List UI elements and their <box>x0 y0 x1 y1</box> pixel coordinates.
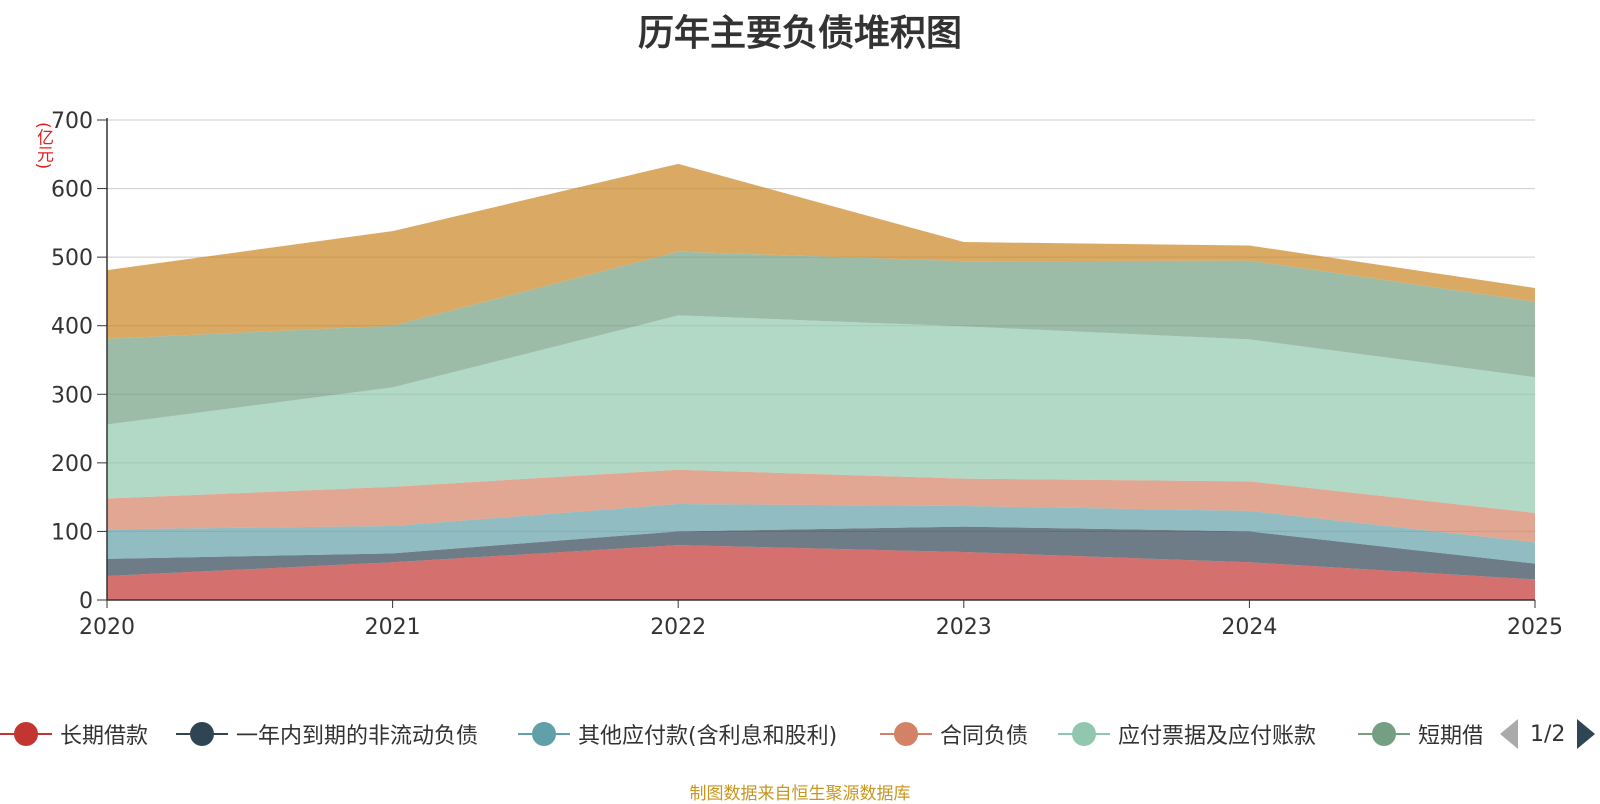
legend-label: 短期借款 <box>1418 724 1482 749</box>
y-tick-label: 500 <box>51 246 93 271</box>
legend-label: 长期借款 <box>60 724 149 749</box>
legend-label: 一年内到期的非流动负债 <box>236 724 479 749</box>
y-tick-label: 600 <box>51 178 93 203</box>
y-axis-unit-label: (亿元) <box>33 122 53 170</box>
y-tick-label: 100 <box>51 520 93 545</box>
chart-plot: 0 100 200 300 400 500 600 700 2020 2021 2022 2023 20… <box>51 109 1563 640</box>
x-tick-label: 2020 <box>79 615 135 640</box>
x-tick-label: 2021 <box>365 615 421 640</box>
legend-marker-icon <box>1358 716 1410 752</box>
legend-items: 长期借款 一年内到期的非流动负债 其他应付款(含利息和股利) 合同负债 应付票据及应付账… <box>0 716 1482 752</box>
legend-marker-icon <box>880 716 932 752</box>
legend-label: 合同负债 <box>940 724 1029 749</box>
area-series-6 <box>107 163 1535 339</box>
legend-page-indicator: 1/2 <box>1530 721 1566 747</box>
area-series-3 <box>107 469 1535 543</box>
legend-marker-icon <box>518 716 570 752</box>
legend-next-page-icon[interactable] <box>1577 719 1596 749</box>
chart-title: 历年主要负债堆积图 <box>637 13 962 54</box>
legend-item[interactable]: 长期借款 <box>0 716 148 752</box>
legend-item[interactable]: 应付票据及应付账款 <box>1058 716 1316 752</box>
legend-pager: 1/2 <box>1500 716 1596 752</box>
y-tick-label: 300 <box>51 383 93 408</box>
x-tick-label: 2022 <box>650 615 706 640</box>
source-note: 制图数据来自恒生聚源数据库 <box>689 784 911 804</box>
area-series-4 <box>107 315 1535 513</box>
legend-item[interactable]: 一年内到期的非流动负债 <box>176 716 478 752</box>
legend-label: 其他应付款(含利息和股利) <box>578 724 838 749</box>
legend-item[interactable]: 其他应付款(含利息和股利) <box>518 716 837 752</box>
x-tick-label: 2023 <box>936 615 992 640</box>
area-series-1 <box>107 526 1535 580</box>
legend-prev-page-icon[interactable] <box>1500 719 1518 749</box>
y-tick-label: 700 <box>51 109 93 134</box>
x-tick-label: 2025 <box>1507 615 1563 640</box>
x-tick-label: 2024 <box>1221 615 1277 640</box>
y-tick-label: 400 <box>51 315 93 340</box>
legend: 长期借款 一年内到期的非流动负债 其他应付款(含利息和股利) 合同负债 应付票据及应付账… <box>0 716 1600 752</box>
area-series-2 <box>107 504 1535 564</box>
y-tick-label: 200 <box>51 452 93 477</box>
legend-label: 应付票据及应付账款 <box>1118 724 1317 749</box>
y-tick-label: 0 <box>79 589 93 614</box>
area-series-5 <box>107 251 1535 425</box>
legend-marker-icon <box>0 716 52 752</box>
legend-marker-icon <box>1058 716 1110 752</box>
area-series-0 <box>107 545 1535 600</box>
legend-item[interactable]: 短期借款 <box>1358 716 1482 752</box>
legend-item[interactable]: 合同负债 <box>880 716 1028 752</box>
legend-marker-icon <box>176 716 228 752</box>
